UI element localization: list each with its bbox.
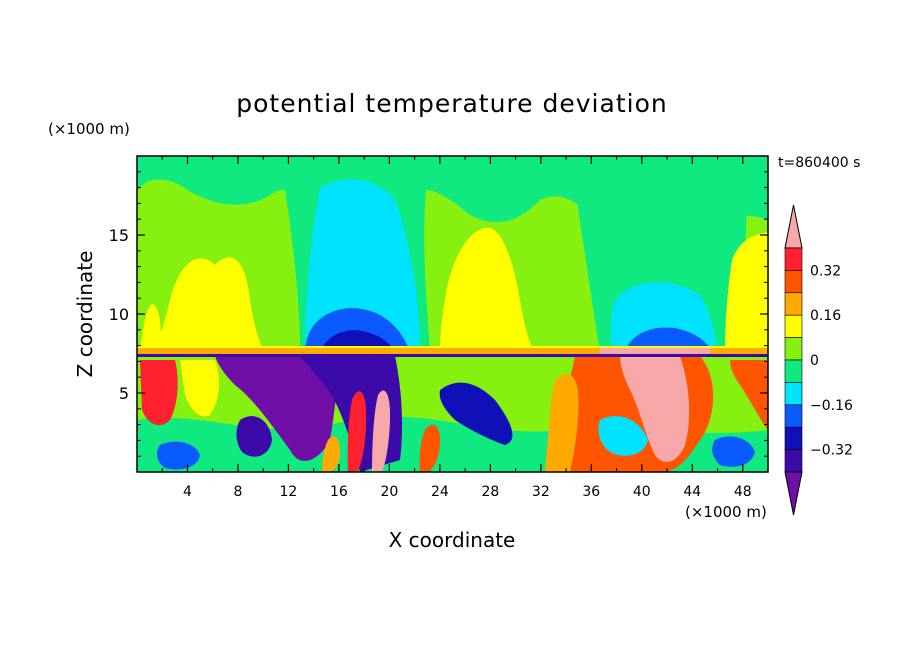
lower-warm-left xyxy=(140,360,178,426)
y-axis-title: Z coordinate xyxy=(73,251,97,378)
contour-warm-2 xyxy=(440,227,535,352)
x-tick-label: 28 xyxy=(481,484,499,500)
x-tick-label: 4 xyxy=(183,484,192,500)
contour-warm-1 xyxy=(150,257,265,352)
lower-plume-3 xyxy=(419,424,440,472)
x-tick-label: 16 xyxy=(330,484,348,500)
colorbar-label: 0.32 xyxy=(810,263,841,279)
colorbar-extend-top xyxy=(784,204,803,249)
lower-blue-right xyxy=(712,436,755,467)
lower-cold-region-3 xyxy=(439,382,513,445)
colorbar-swatch xyxy=(784,426,803,450)
lower-plume-1 xyxy=(347,391,367,472)
contour-cool-column-1-core xyxy=(305,179,420,352)
x-tick-label: 48 xyxy=(734,484,752,500)
colorbar-label: −0.32 xyxy=(810,443,853,459)
x-axis-title: X coordinate xyxy=(389,528,516,552)
interface-band-upper xyxy=(137,346,768,348)
colorbar-label: −0.16 xyxy=(810,398,853,414)
contour-fill xyxy=(137,156,768,472)
x-tick-label: 24 xyxy=(431,484,449,500)
colorbar-extend-bottom xyxy=(784,471,803,516)
x-unit-label: (×1000 m) xyxy=(685,503,767,521)
colorbar-swatch xyxy=(784,449,803,473)
y-tick-label: 10 xyxy=(109,305,129,324)
x-tick-label: 12 xyxy=(280,484,298,500)
interface-band-dark xyxy=(137,354,768,357)
colorbar-label: 0.16 xyxy=(810,308,841,324)
lower-plume-4 xyxy=(322,436,340,472)
colorbar-swatch xyxy=(784,314,803,338)
y-tick-label: 15 xyxy=(109,226,129,245)
x-tick-label: 44 xyxy=(683,484,701,500)
colorbar-swatch xyxy=(784,247,803,271)
colorbar-label: 0 xyxy=(810,353,819,369)
chart-title: potential temperature deviation xyxy=(236,89,667,118)
contour-warm-3 xyxy=(725,232,768,352)
x-tick-label: 40 xyxy=(633,484,651,500)
colorbar-swatch xyxy=(784,292,803,316)
y-tick-label: 5 xyxy=(119,384,129,403)
lower-right-warm xyxy=(730,360,768,430)
colorbar-swatch xyxy=(784,382,803,406)
lower-cold-region xyxy=(215,356,340,461)
x-tick-label: 32 xyxy=(532,484,550,500)
time-label: t=860400 s xyxy=(778,155,860,171)
lower-warm-region-core xyxy=(620,356,690,463)
colorbar-swatch xyxy=(784,404,803,428)
lower-warm-left-2 xyxy=(180,360,220,417)
colorbar-swatch xyxy=(784,270,803,294)
plot-area xyxy=(137,156,768,472)
contour-cold-core-2 xyxy=(625,327,712,352)
x-tick-label: 36 xyxy=(582,484,600,500)
lower-blue-left xyxy=(157,441,200,470)
interface-band xyxy=(137,348,768,354)
lower-warm-region-2 xyxy=(545,374,579,472)
x-tick-label: 8 xyxy=(233,484,242,500)
colorbar: 0.32 0.16 0 −0.16 −0.32 xyxy=(784,204,853,516)
colorbar-swatch xyxy=(784,337,803,361)
colorbar-swatch xyxy=(784,359,803,383)
lower-plume-2 xyxy=(372,390,390,472)
contour-warm-4 xyxy=(140,303,162,352)
x-tick-label: 20 xyxy=(380,484,398,500)
y-unit-label: (×1000 m) xyxy=(48,120,130,138)
lower-cyan-patch xyxy=(598,416,648,456)
interface-warm-segment xyxy=(600,348,710,354)
lower-cold-region-4 xyxy=(236,416,272,457)
